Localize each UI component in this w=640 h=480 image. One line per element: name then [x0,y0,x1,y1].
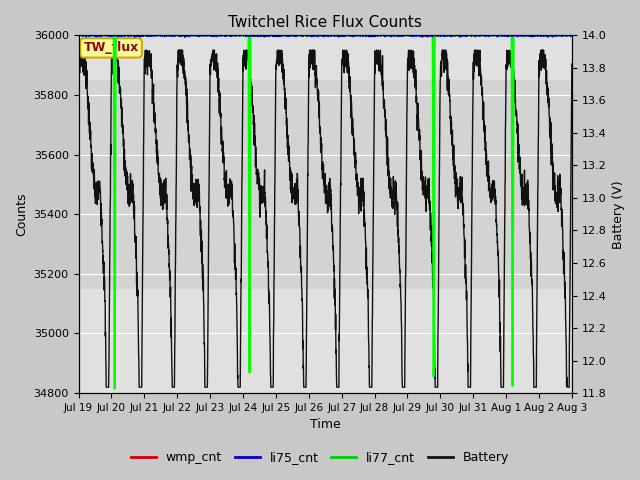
Bar [79,80,572,289]
Text: TW_flux: TW_flux [83,41,139,54]
Title: Twitchel Rice Flux Counts: Twitchel Rice Flux Counts [228,15,422,30]
Y-axis label: Counts: Counts [15,192,28,236]
Y-axis label: Battery (V): Battery (V) [612,180,625,249]
X-axis label: Time: Time [310,419,340,432]
Legend: wmp_cnt, li75_cnt, li77_cnt, Battery: wmp_cnt, li75_cnt, li77_cnt, Battery [126,446,514,469]
